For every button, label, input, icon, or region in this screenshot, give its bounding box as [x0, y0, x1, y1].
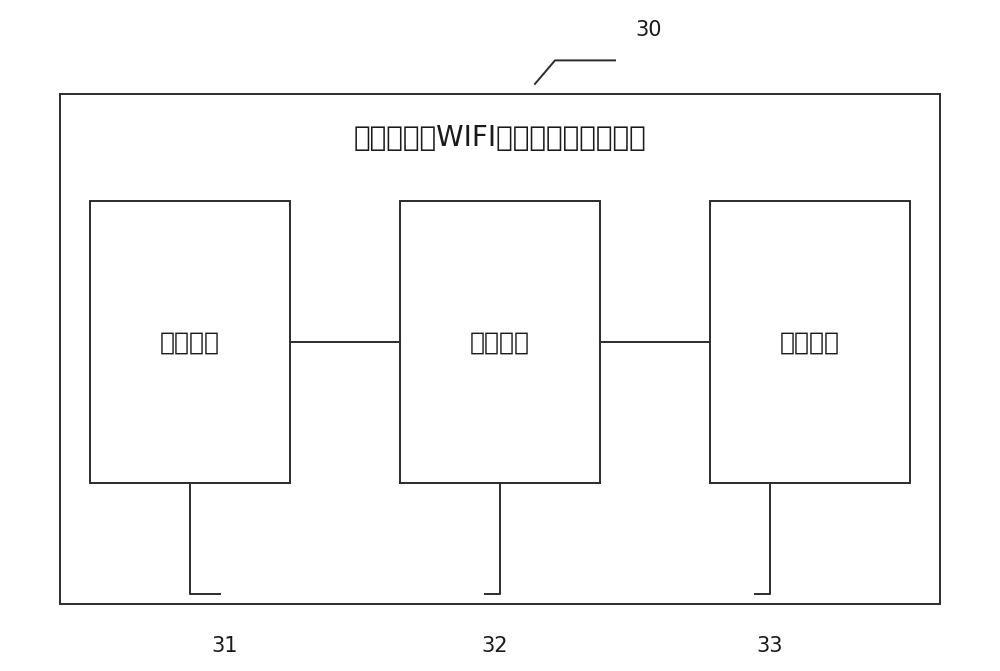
Text: 32: 32 — [482, 635, 508, 656]
Text: 发送单元: 发送单元 — [780, 330, 840, 354]
Text: 解析单元: 解析单元 — [160, 330, 220, 354]
Bar — [710, 201, 910, 483]
Text: 调整单元: 调整单元 — [470, 330, 530, 354]
Bar — [90, 201, 290, 483]
Text: 33: 33 — [757, 635, 783, 656]
Bar — [60, 94, 940, 604]
Text: 30: 30 — [635, 20, 662, 40]
Text: 终端设备的WIFI网络连通性检测装置: 终端设备的WIFI网络连通性检测装置 — [354, 123, 646, 152]
Bar — [400, 201, 600, 483]
Text: 31: 31 — [212, 635, 238, 656]
